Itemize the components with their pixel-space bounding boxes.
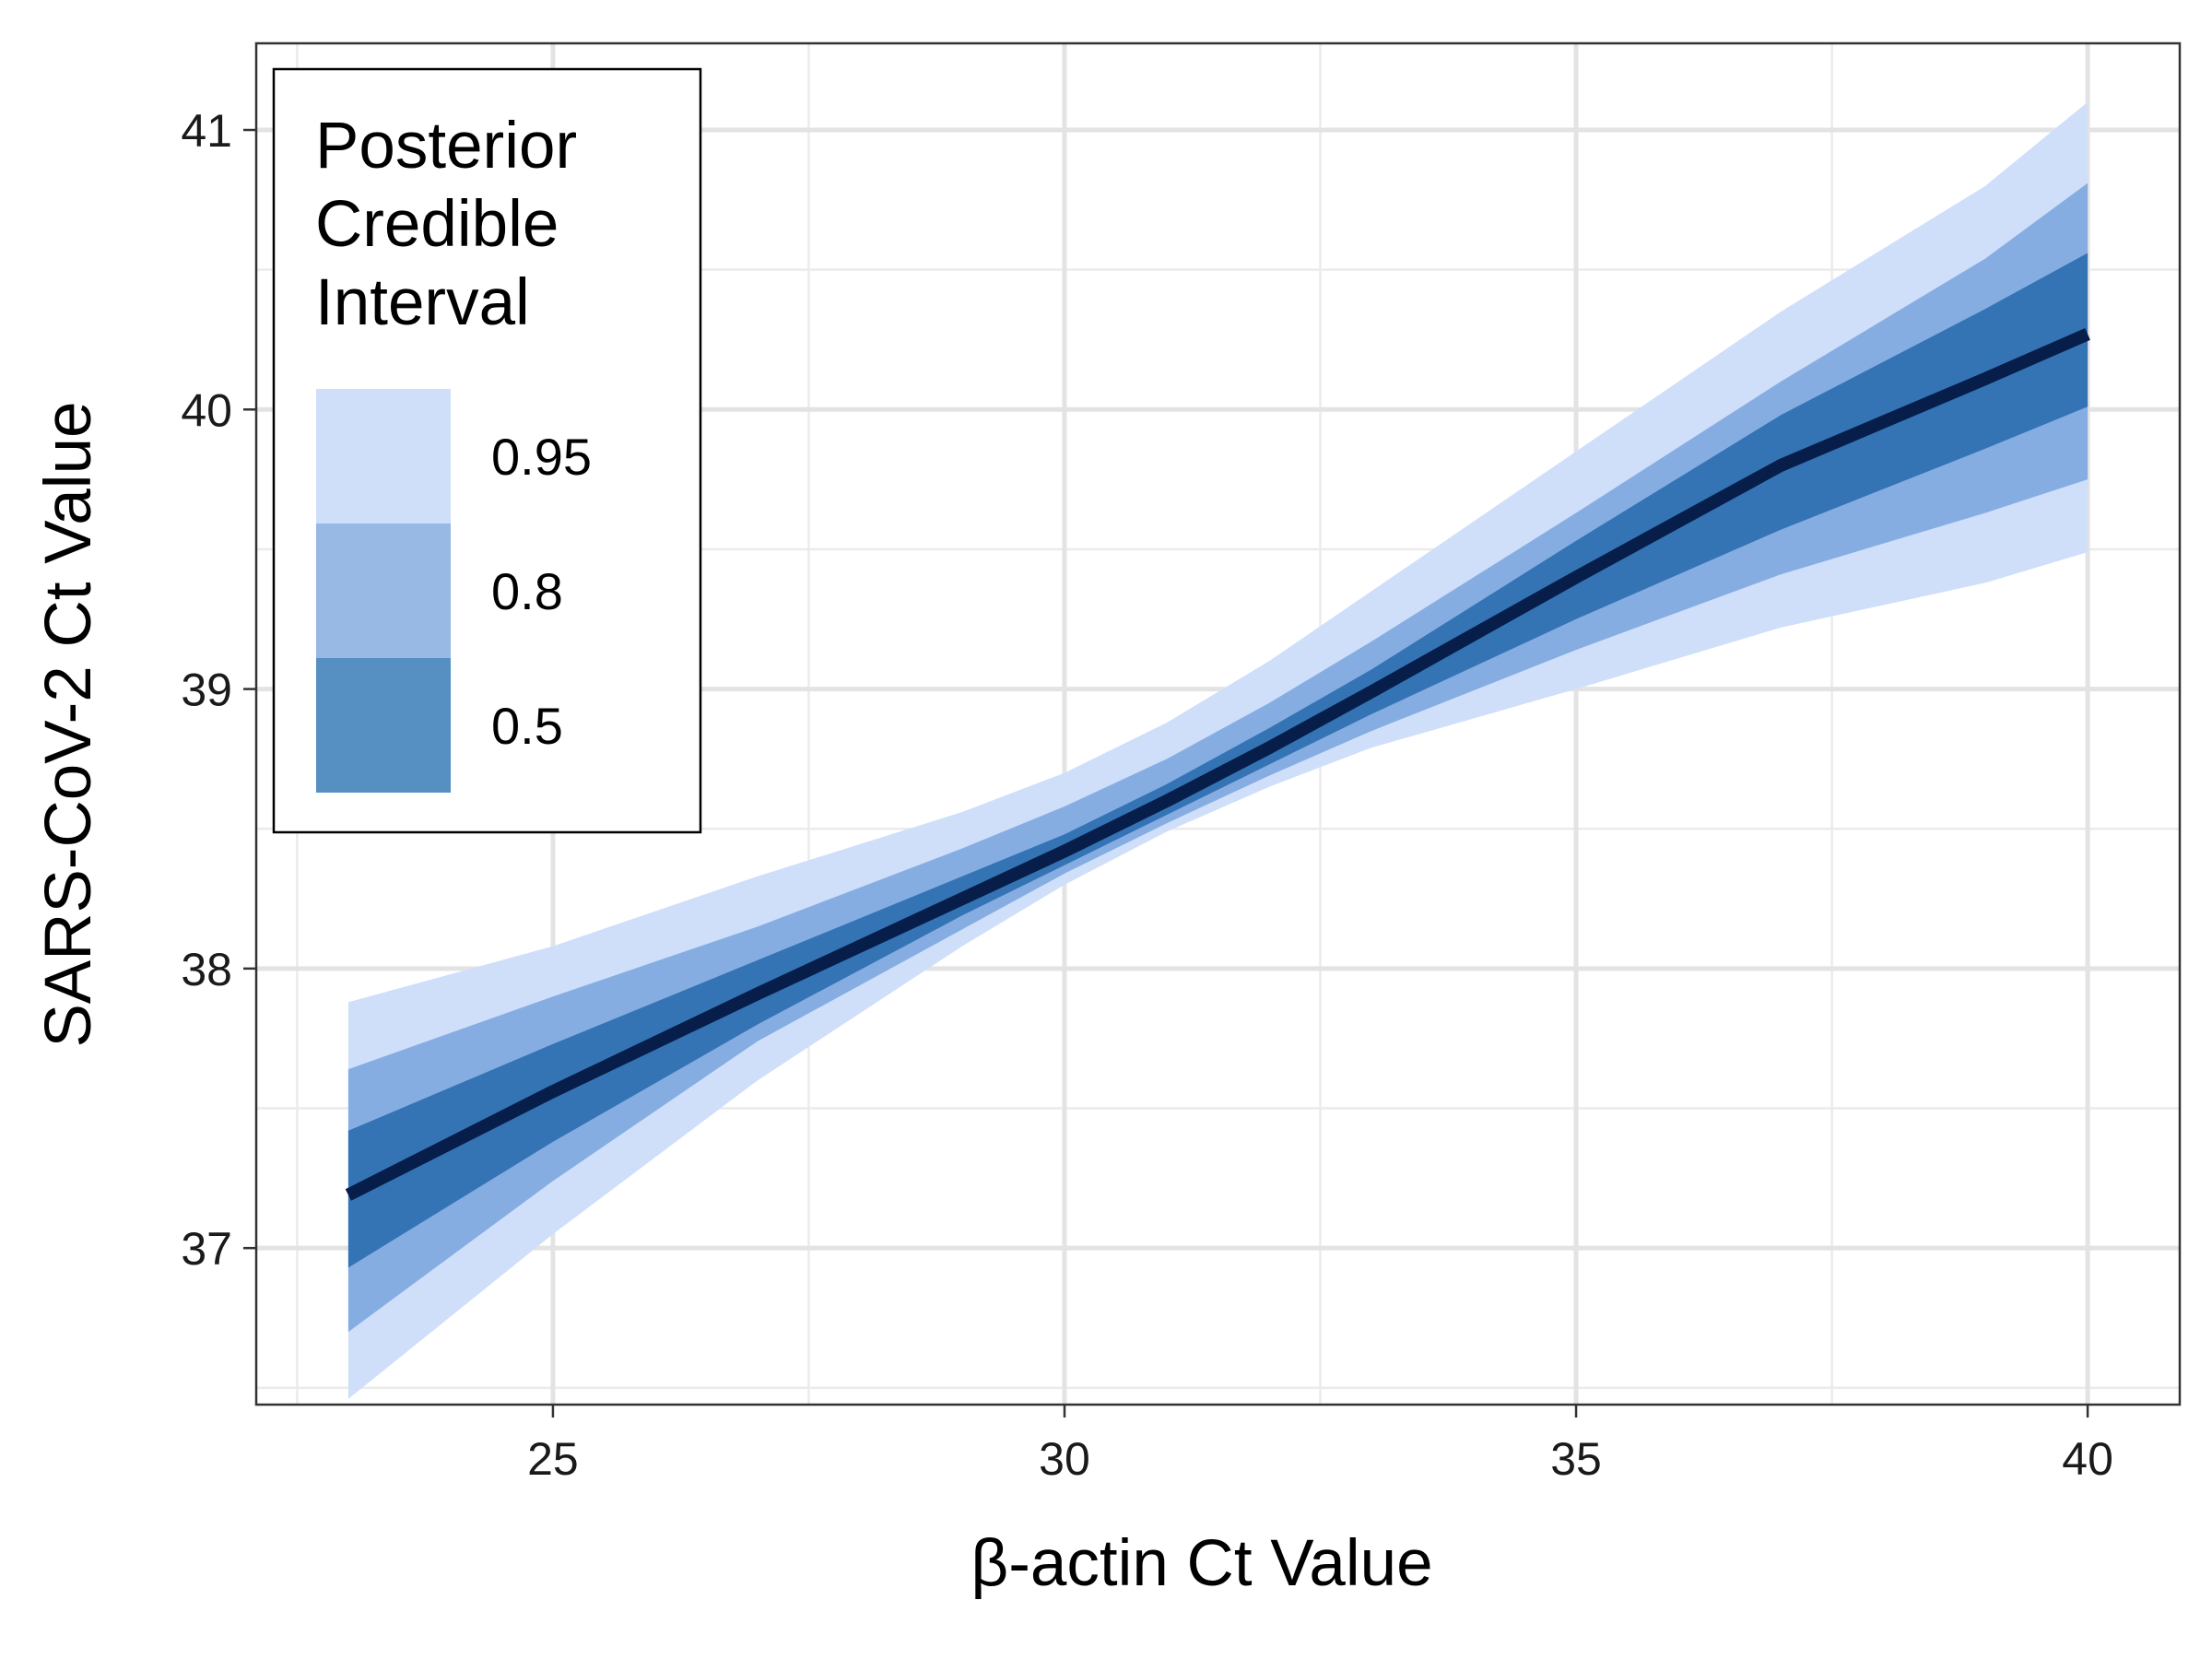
legend-key-0.5	[316, 658, 451, 793]
y-axis-title: SARS-CoV-2 Ct Value	[32, 401, 105, 1047]
legend-keys: 0.95 0.8 0.5	[316, 389, 592, 793]
legend-label-0.5: 0.5	[491, 697, 563, 755]
credible-bands	[347, 101, 2088, 1399]
legend-title-line-1: Posterior	[315, 110, 577, 182]
legend-label-0.95: 0.95	[491, 428, 592, 486]
x-axis: 25 30 35 40	[527, 1405, 2113, 1485]
legend-title-line-3: Interval	[315, 266, 530, 339]
median-line	[345, 327, 2090, 1201]
plot-panel-border	[254, 41, 2182, 1406]
y-tick-label: 40	[181, 384, 232, 436]
y-tick-label: 38	[181, 944, 232, 995]
y-tick-label: 41	[181, 105, 232, 157]
legend: Posterior Credible Interval 0.95 0.8 0.5	[272, 67, 702, 834]
y-tick-label: 37	[181, 1223, 232, 1275]
y-tick-label: 39	[181, 665, 232, 716]
x-tick-label: 25	[527, 1433, 579, 1485]
legend-label-0.8: 0.8	[491, 562, 563, 620]
x-tick-label: 35	[1550, 1433, 1602, 1485]
x-axis-title: β-actin Ct Value	[971, 1527, 1432, 1600]
y-axis: 37 38 39 40 41	[181, 105, 256, 1275]
legend-title-line-2: Credible	[315, 188, 559, 261]
legend-key-0.8	[316, 524, 451, 658]
x-tick-label: 30	[1039, 1433, 1090, 1485]
legend-key-0.95	[316, 389, 451, 524]
median-line-group	[345, 327, 2090, 1201]
x-tick-label: 40	[2062, 1433, 2113, 1485]
band-0.5	[347, 253, 2088, 1268]
